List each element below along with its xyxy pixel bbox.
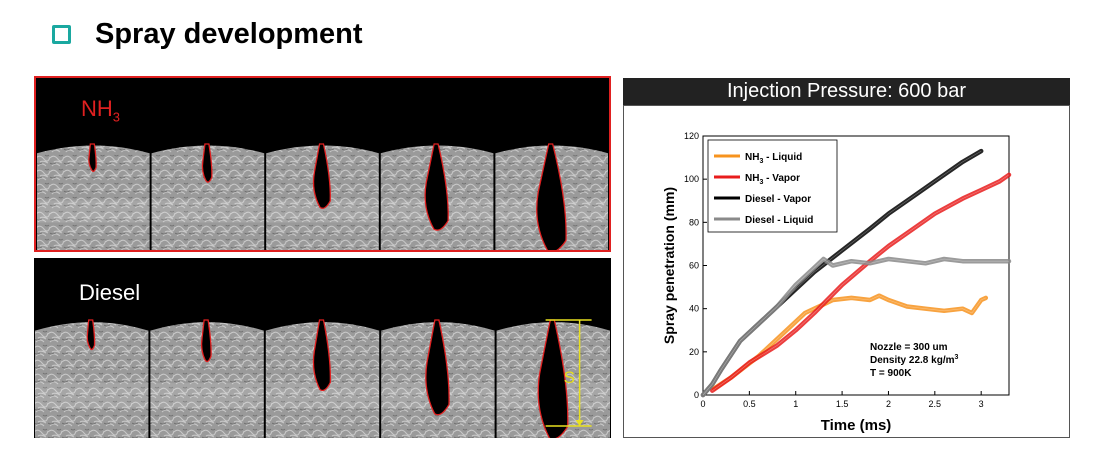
diesel-spray-plume [86, 319, 96, 351]
nh3-spray-image-panel: NH3 [34, 76, 611, 252]
conditions-annotation: T = 900K [870, 368, 912, 379]
series-line [700, 256, 1012, 398]
series-line-highlight [702, 258, 1009, 396]
series-line [711, 293, 989, 391]
diesel-frame-1 [35, 319, 149, 438]
nh3-label-main: NH [81, 96, 113, 121]
nh3-spray-plume [88, 143, 97, 172]
conditions-annotation: Density 22.8 kg/m3 [870, 354, 958, 366]
y-tick-label: 0 [694, 390, 699, 400]
diesel-spray-plume [425, 319, 450, 416]
x-tick-label: 2 [886, 399, 891, 409]
legend-suffix: - Vapor [763, 173, 800, 184]
y-tick-label: 120 [684, 131, 699, 141]
y-tick-label: 100 [684, 174, 699, 184]
legend-subscript: 3 [759, 179, 763, 186]
section-heading: Spray development [52, 16, 363, 52]
y-axis-label: Spray penetration (mm) [661, 187, 677, 344]
nh3-spray-plume [424, 143, 449, 231]
diesel-frame-2 [150, 319, 264, 438]
chart-svg: 0 0.5 1 1.5 2 2.5 3 0 20 40 60 80 100 120 Time (ms) Spr… [661, 131, 1012, 434]
diesel-spray-plume [537, 319, 569, 438]
diesel-frame-background [35, 322, 149, 438]
diesel-frame-5 [496, 319, 610, 438]
x-tick-label: 1 [793, 399, 798, 409]
annotation-superscript: 3 [954, 354, 958, 361]
legend-entry: NH3 - Vapor [745, 173, 800, 186]
series-1 [711, 293, 989, 391]
nh3-frame-band [266, 200, 379, 223]
nh3-label: NH3 [81, 96, 120, 124]
diesel-frame-strip: S [34, 316, 611, 438]
checkbox-bullet-icon [52, 24, 71, 44]
penetration-scale-bar: S [545, 319, 592, 427]
nh3-frames-svg [36, 143, 609, 250]
series-line-highlight [713, 295, 986, 389]
nh3-spray-plume [201, 143, 213, 183]
x-tick-label: 0 [700, 399, 705, 409]
x-axis-label: Time (ms) [821, 417, 892, 434]
legend-entry: Diesel - Liquid [745, 215, 813, 226]
legend-subscript: 3 [759, 158, 763, 165]
penetration-chart: 0 0.5 1 1.5 2 2.5 3 0 20 40 60 80 100 120 Time (ms) Spr… [623, 105, 1070, 438]
diesel-label-main: Diesel [79, 280, 141, 305]
diesel-frames-svg: S [35, 319, 610, 438]
nh3-frame-band [151, 200, 265, 223]
chart-header: Injection Pressure: 600 bar [623, 78, 1070, 105]
nh3-frame-5 [495, 143, 609, 250]
nh3-spray-plume [312, 143, 331, 209]
legend-suffix: - Liquid [763, 152, 802, 163]
legend-entry: NH3 - Liquid [745, 152, 802, 165]
diesel-label: Diesel [79, 280, 140, 306]
nh3-frame-background [36, 145, 150, 250]
nh3-spray-plume [536, 143, 567, 250]
series-4 [700, 256, 1012, 398]
x-tick-label: 1.5 [836, 399, 849, 409]
diesel-frame-band [35, 383, 149, 408]
scale-arrow-icon [575, 420, 584, 426]
scale-label: S [564, 368, 575, 387]
x-tick-label: 3 [979, 399, 984, 409]
nh3-frame-background [151, 145, 265, 250]
y-tick-label: 20 [689, 347, 699, 357]
nh3-frame-band [36, 200, 150, 223]
nh3-frame-3 [266, 143, 379, 250]
legend-entry: Diesel - Vapor [745, 194, 811, 205]
nh3-frame-2 [151, 143, 265, 250]
diesel-frame-band [150, 383, 264, 408]
diesel-frame-background [150, 322, 264, 438]
x-tick-label: 2.5 [929, 399, 942, 409]
x-tick-label: 0.5 [743, 399, 756, 409]
diesel-spray-plume [312, 319, 332, 392]
diesel-frame-3 [265, 319, 380, 438]
y-tick-label: 40 [689, 304, 699, 314]
page-title: Spray development [95, 17, 363, 50]
diesel-spray-image-panel: Diesel S [34, 258, 611, 438]
nh3-frame-1 [36, 143, 150, 250]
diesel-spray-plume [200, 319, 212, 363]
nh3-frame-strip [36, 140, 609, 250]
diesel-frame-4 [381, 319, 495, 438]
nh3-label-subscript: 3 [112, 109, 121, 125]
y-tick-label: 80 [689, 217, 699, 227]
y-tick-label: 60 [689, 261, 699, 271]
conditions-annotation: Nozzle = 300 um [870, 342, 948, 353]
chart-legend: NH3 - Liquid NH3 - Vapor Diesel - Vapor Die… [707, 139, 838, 233]
nh3-frame-4 [380, 143, 494, 250]
